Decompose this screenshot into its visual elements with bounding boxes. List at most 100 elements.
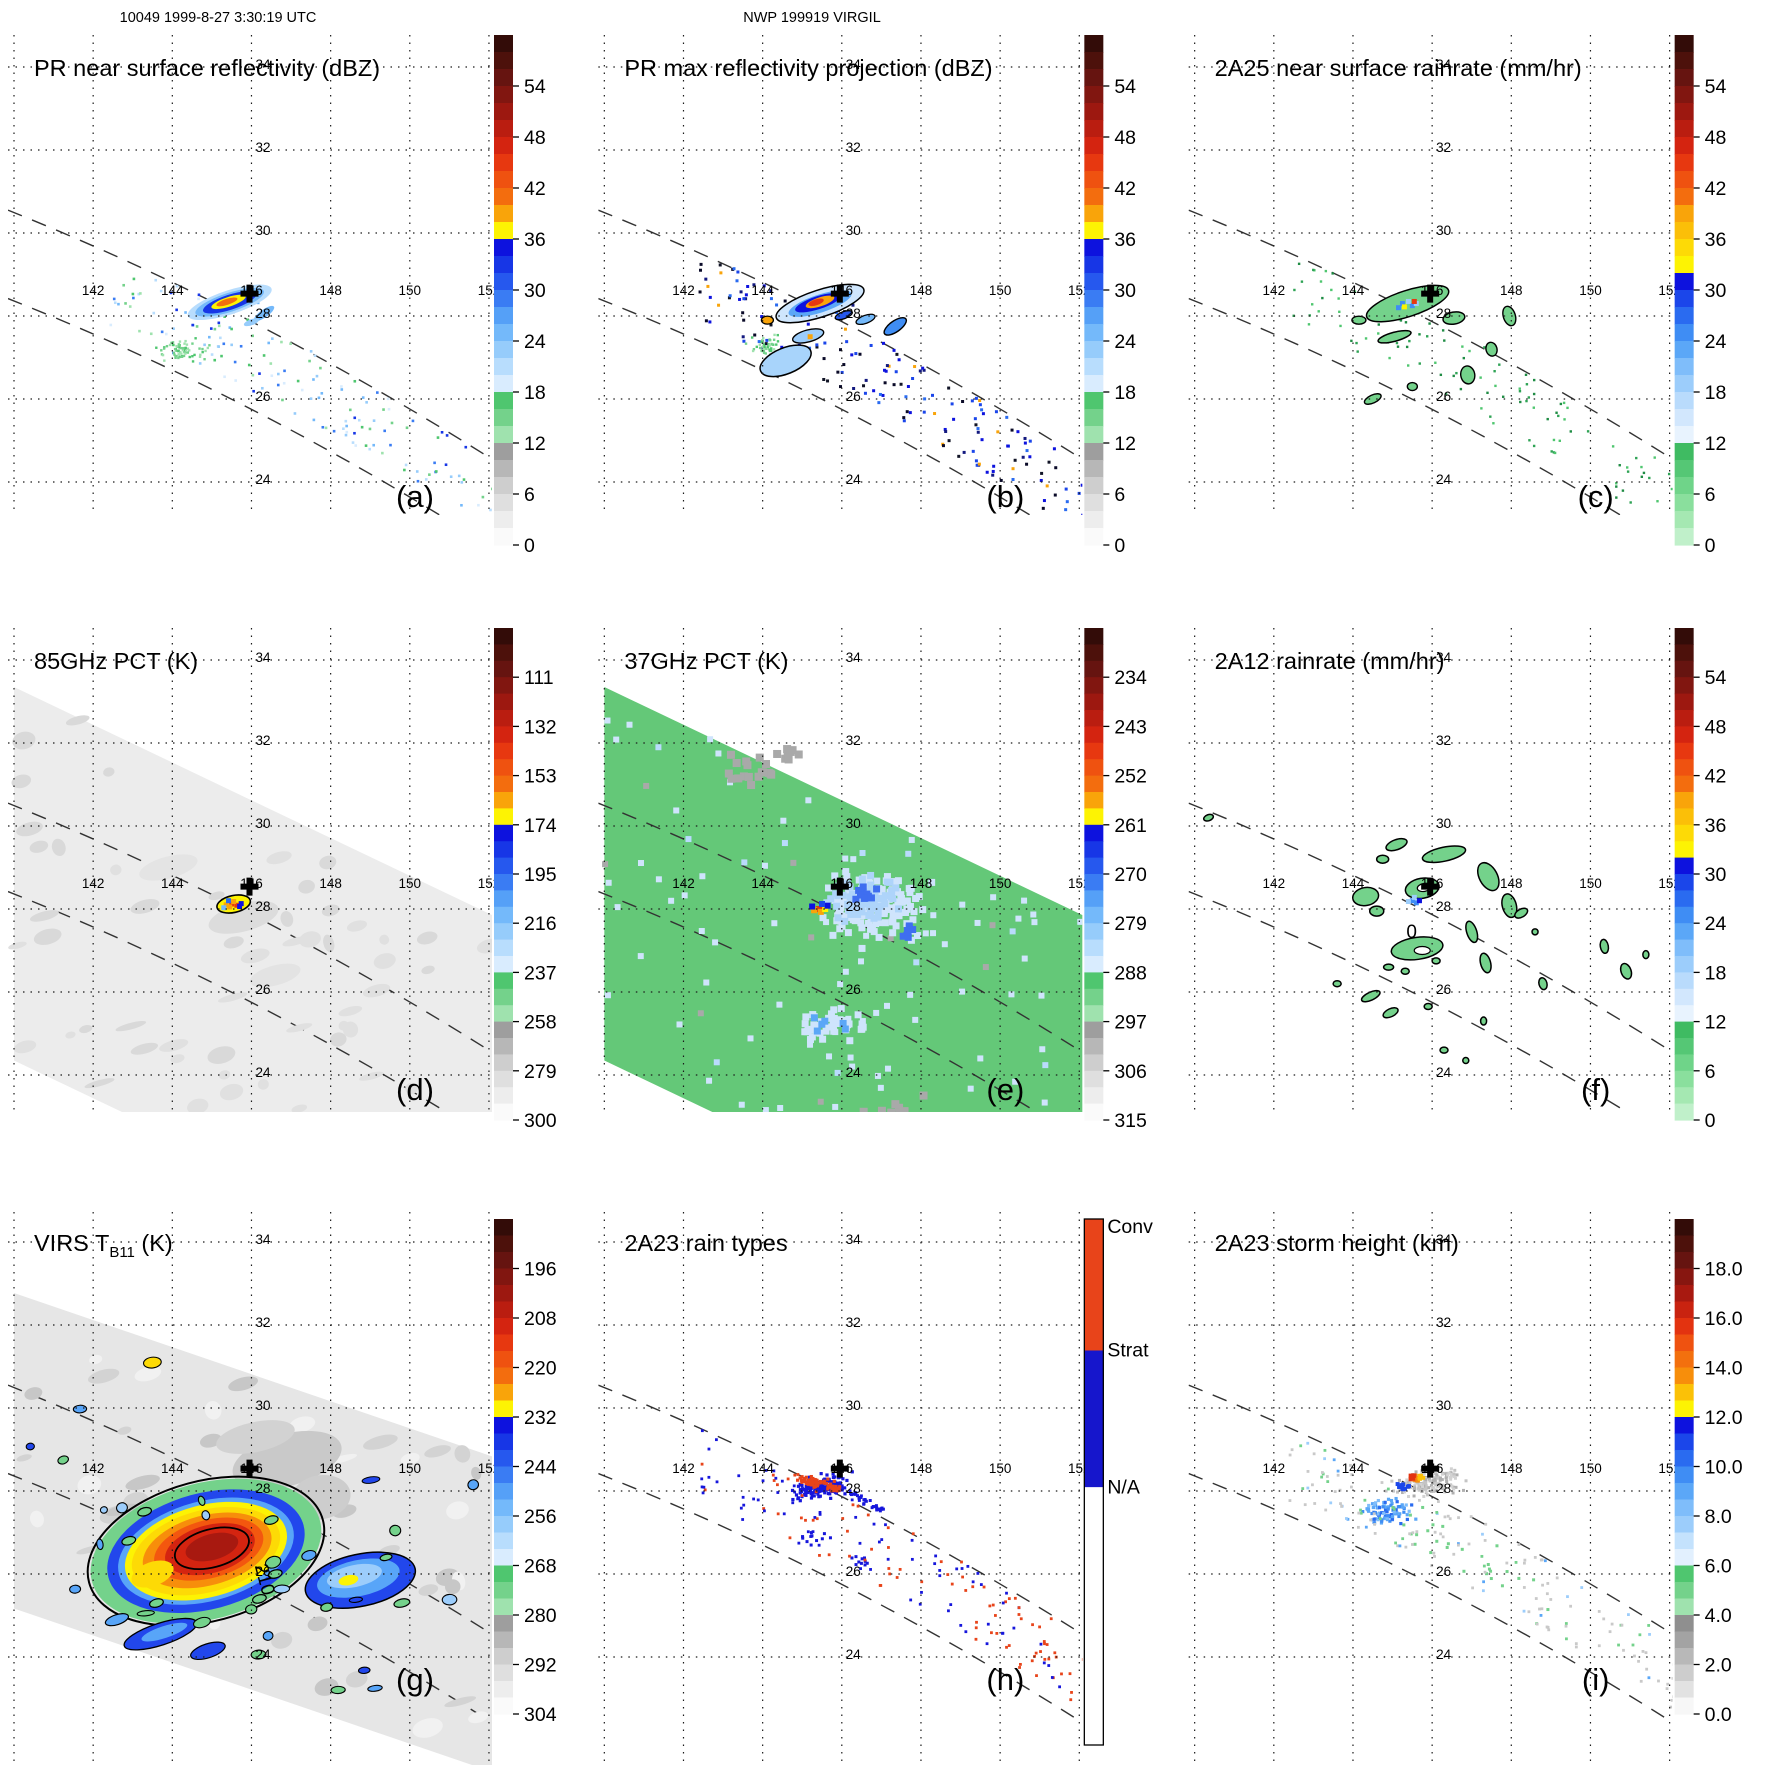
colorbar-tick-label: 8.0 (1705, 1506, 1732, 1528)
panel-c-letter: (c) (1578, 479, 1614, 514)
colorbar-tick-label: 252 (1114, 766, 1147, 788)
panel-a-lat-label: 28 (255, 306, 270, 321)
panel-b-lon-label: 150 (989, 283, 1012, 298)
panel-g-map: 210 (8, 1293, 492, 1765)
panel-h-lat-label: 24 (846, 1647, 862, 1662)
panel-f-lon-label: 148 (1500, 876, 1523, 891)
panel-d-lon-label: 144 (161, 876, 184, 891)
panel-e-colorbar: 234 243 252 261 270 279 288 297 306 315 (1084, 628, 1147, 1132)
panel-i-letter: (i) (1582, 1662, 1610, 1697)
colorbar-tick-label: 196 (524, 1259, 557, 1281)
panel-e-letter: (e) (986, 1072, 1024, 1107)
panel-a-lat-label: 24 (255, 472, 271, 487)
panel-e-title: 37GHz PCT (K) (624, 648, 788, 674)
panel-i-lat-label: 26 (1436, 1564, 1451, 1579)
panel-b-title: PR max reflectivity projection (dBZ) (624, 55, 992, 81)
panel-i-lon-label: 150 (1579, 1461, 1602, 1476)
panel-i-lat-label: 28 (1436, 1481, 1451, 1496)
panel-e-lon-label: 150 (989, 876, 1012, 891)
colorbar-tick-label: 54 (1705, 76, 1727, 98)
panel-b-colorbar: 54 48 42 36 30 24 18 12 6 0 (1084, 35, 1136, 557)
panel-c-lon-label: 144 (1342, 283, 1365, 298)
panel-e: 14214414614815015234323028262437GHz PCT … (598, 628, 1147, 1132)
colorbar-tick-label: 2.0 (1705, 1655, 1732, 1677)
colorbar-tick-label: 6.0 (1705, 1556, 1732, 1578)
colorbar-tick-label: 0 (1114, 535, 1125, 557)
colorbar-tick-label: 288 (1114, 962, 1147, 984)
panel-d: 14214414614815015234323028262485GHz PCT … (8, 628, 557, 1132)
panel-b-lat-label: 24 (846, 472, 862, 487)
panel-a-lon-label: 142 (82, 283, 105, 298)
colorbar-tick-label: 279 (1114, 913, 1147, 935)
panel-g-lat-label: 24 (255, 1647, 271, 1662)
colorbar-tick-label: 280 (524, 1605, 557, 1627)
panel-h-lat-label: 34 (846, 1232, 862, 1247)
colorbar-tick-label: 36 (1705, 229, 1727, 251)
panel-d-map (8, 686, 492, 1112)
panel-a-lon-label: 150 (399, 283, 422, 298)
panel-e-lat-label: 26 (846, 982, 861, 997)
colorbar-tick-label: 14.0 (1705, 1358, 1743, 1380)
colorbar-tick-label: 132 (524, 716, 557, 738)
colorbar-tick-label: 243 (1114, 716, 1147, 738)
colorbar-tick-label: 174 (524, 815, 557, 837)
panel-i-lat-label: 34 (1436, 1232, 1452, 1247)
panel-i-lon-label: 142 (1263, 1461, 1286, 1476)
panel-c-lat-label: 28 (1436, 306, 1451, 321)
panel-d-lon-label: 142 (82, 876, 105, 891)
colorbar-tick-label: 279 (524, 1061, 557, 1083)
colorbar-tick-label: 18 (1705, 962, 1727, 984)
panel-i-map (1188, 1384, 1673, 1724)
colorbar-label-Conv: Conv (1107, 1216, 1153, 1238)
panel-e-lat-label: 32 (846, 733, 861, 748)
panel-b-lat-label: 30 (846, 223, 861, 238)
colorbar-tick-label: 30 (1705, 280, 1727, 302)
panel-b: 142144146148150152343230282624PR max ref… (598, 35, 1136, 557)
colorbar-tick-label: 36 (1114, 229, 1136, 251)
storm-center-marker (830, 1459, 849, 1478)
colorbar-tick-label: 195 (524, 864, 557, 886)
panel-g-lat-label: 30 (255, 1398, 270, 1413)
panel-g-lat-label: 26 (255, 1564, 270, 1579)
colorbar-tick-label: 220 (524, 1358, 557, 1380)
storm-center-marker (240, 284, 259, 303)
colorbar-tick-label: 48 (1705, 716, 1727, 738)
panel-b-lat-label: 32 (846, 140, 861, 155)
panel-h-lon-label: 148 (910, 1461, 933, 1476)
panel-b-lat-label: 26 (846, 389, 861, 404)
colorbar-tick-label: 6 (1114, 484, 1125, 506)
colorbar-tick-label: 12.0 (1705, 1407, 1743, 1429)
panel-d-lon-label: 148 (319, 876, 342, 891)
panel-h: 1421441461481501523432302826242A23 rain … (598, 1212, 1153, 1765)
panel-f-lon-label: 142 (1263, 876, 1286, 891)
panel-i-lon-label: 144 (1342, 1461, 1365, 1476)
colorbar-label-Strat: Strat (1107, 1340, 1149, 1362)
panel-c-lat-label: 34 (1436, 57, 1452, 72)
colorbar-tick-label: 244 (524, 1457, 557, 1479)
panel-g: 210142144146148150152343230282624VIRS TB… (8, 1212, 557, 1765)
panel-f-colorbar: 54 48 42 36 30 24 18 12 6 0 (1674, 628, 1727, 1132)
header-orbit-timestamp: 10049 1999-8-27 3:30:19 UTC (120, 10, 317, 26)
panel-f-lat-label: 28 (1436, 899, 1451, 914)
header-storm-name: NWP 199919 VIRGIL (743, 10, 881, 26)
colorbar-tick-label: 42 (524, 178, 546, 200)
panel-a-lon-label: 144 (161, 283, 184, 298)
colorbar-tick-label: 54 (1705, 667, 1727, 689)
panel-i-lat-label: 30 (1436, 1398, 1451, 1413)
panel-a-colorbar: 54 48 42 36 30 24 18 12 6 0 (494, 35, 546, 557)
panel-i-lat-label: 24 (1436, 1647, 1452, 1662)
colorbar-tick-label: 18 (524, 382, 546, 404)
colorbar-tick-label: 24 (1705, 331, 1727, 353)
colorbar-tick-label: 261 (1114, 815, 1147, 837)
colorbar-tick-label: 18 (1705, 382, 1727, 404)
storm-center-marker (1421, 877, 1440, 896)
panel-f-map: 0 (1188, 802, 1673, 1112)
panel-f-contour-label: 0 (1406, 922, 1417, 943)
panel-h-lon-label: 150 (989, 1461, 1012, 1476)
panel-d-lat-label: 28 (255, 899, 270, 914)
panel-d-lat-label: 30 (255, 816, 270, 831)
panel-b-lat-label: 28 (846, 306, 861, 321)
panel-c-lon-label: 150 (1579, 283, 1602, 298)
panel-f-lat-label: 24 (1436, 1065, 1452, 1080)
